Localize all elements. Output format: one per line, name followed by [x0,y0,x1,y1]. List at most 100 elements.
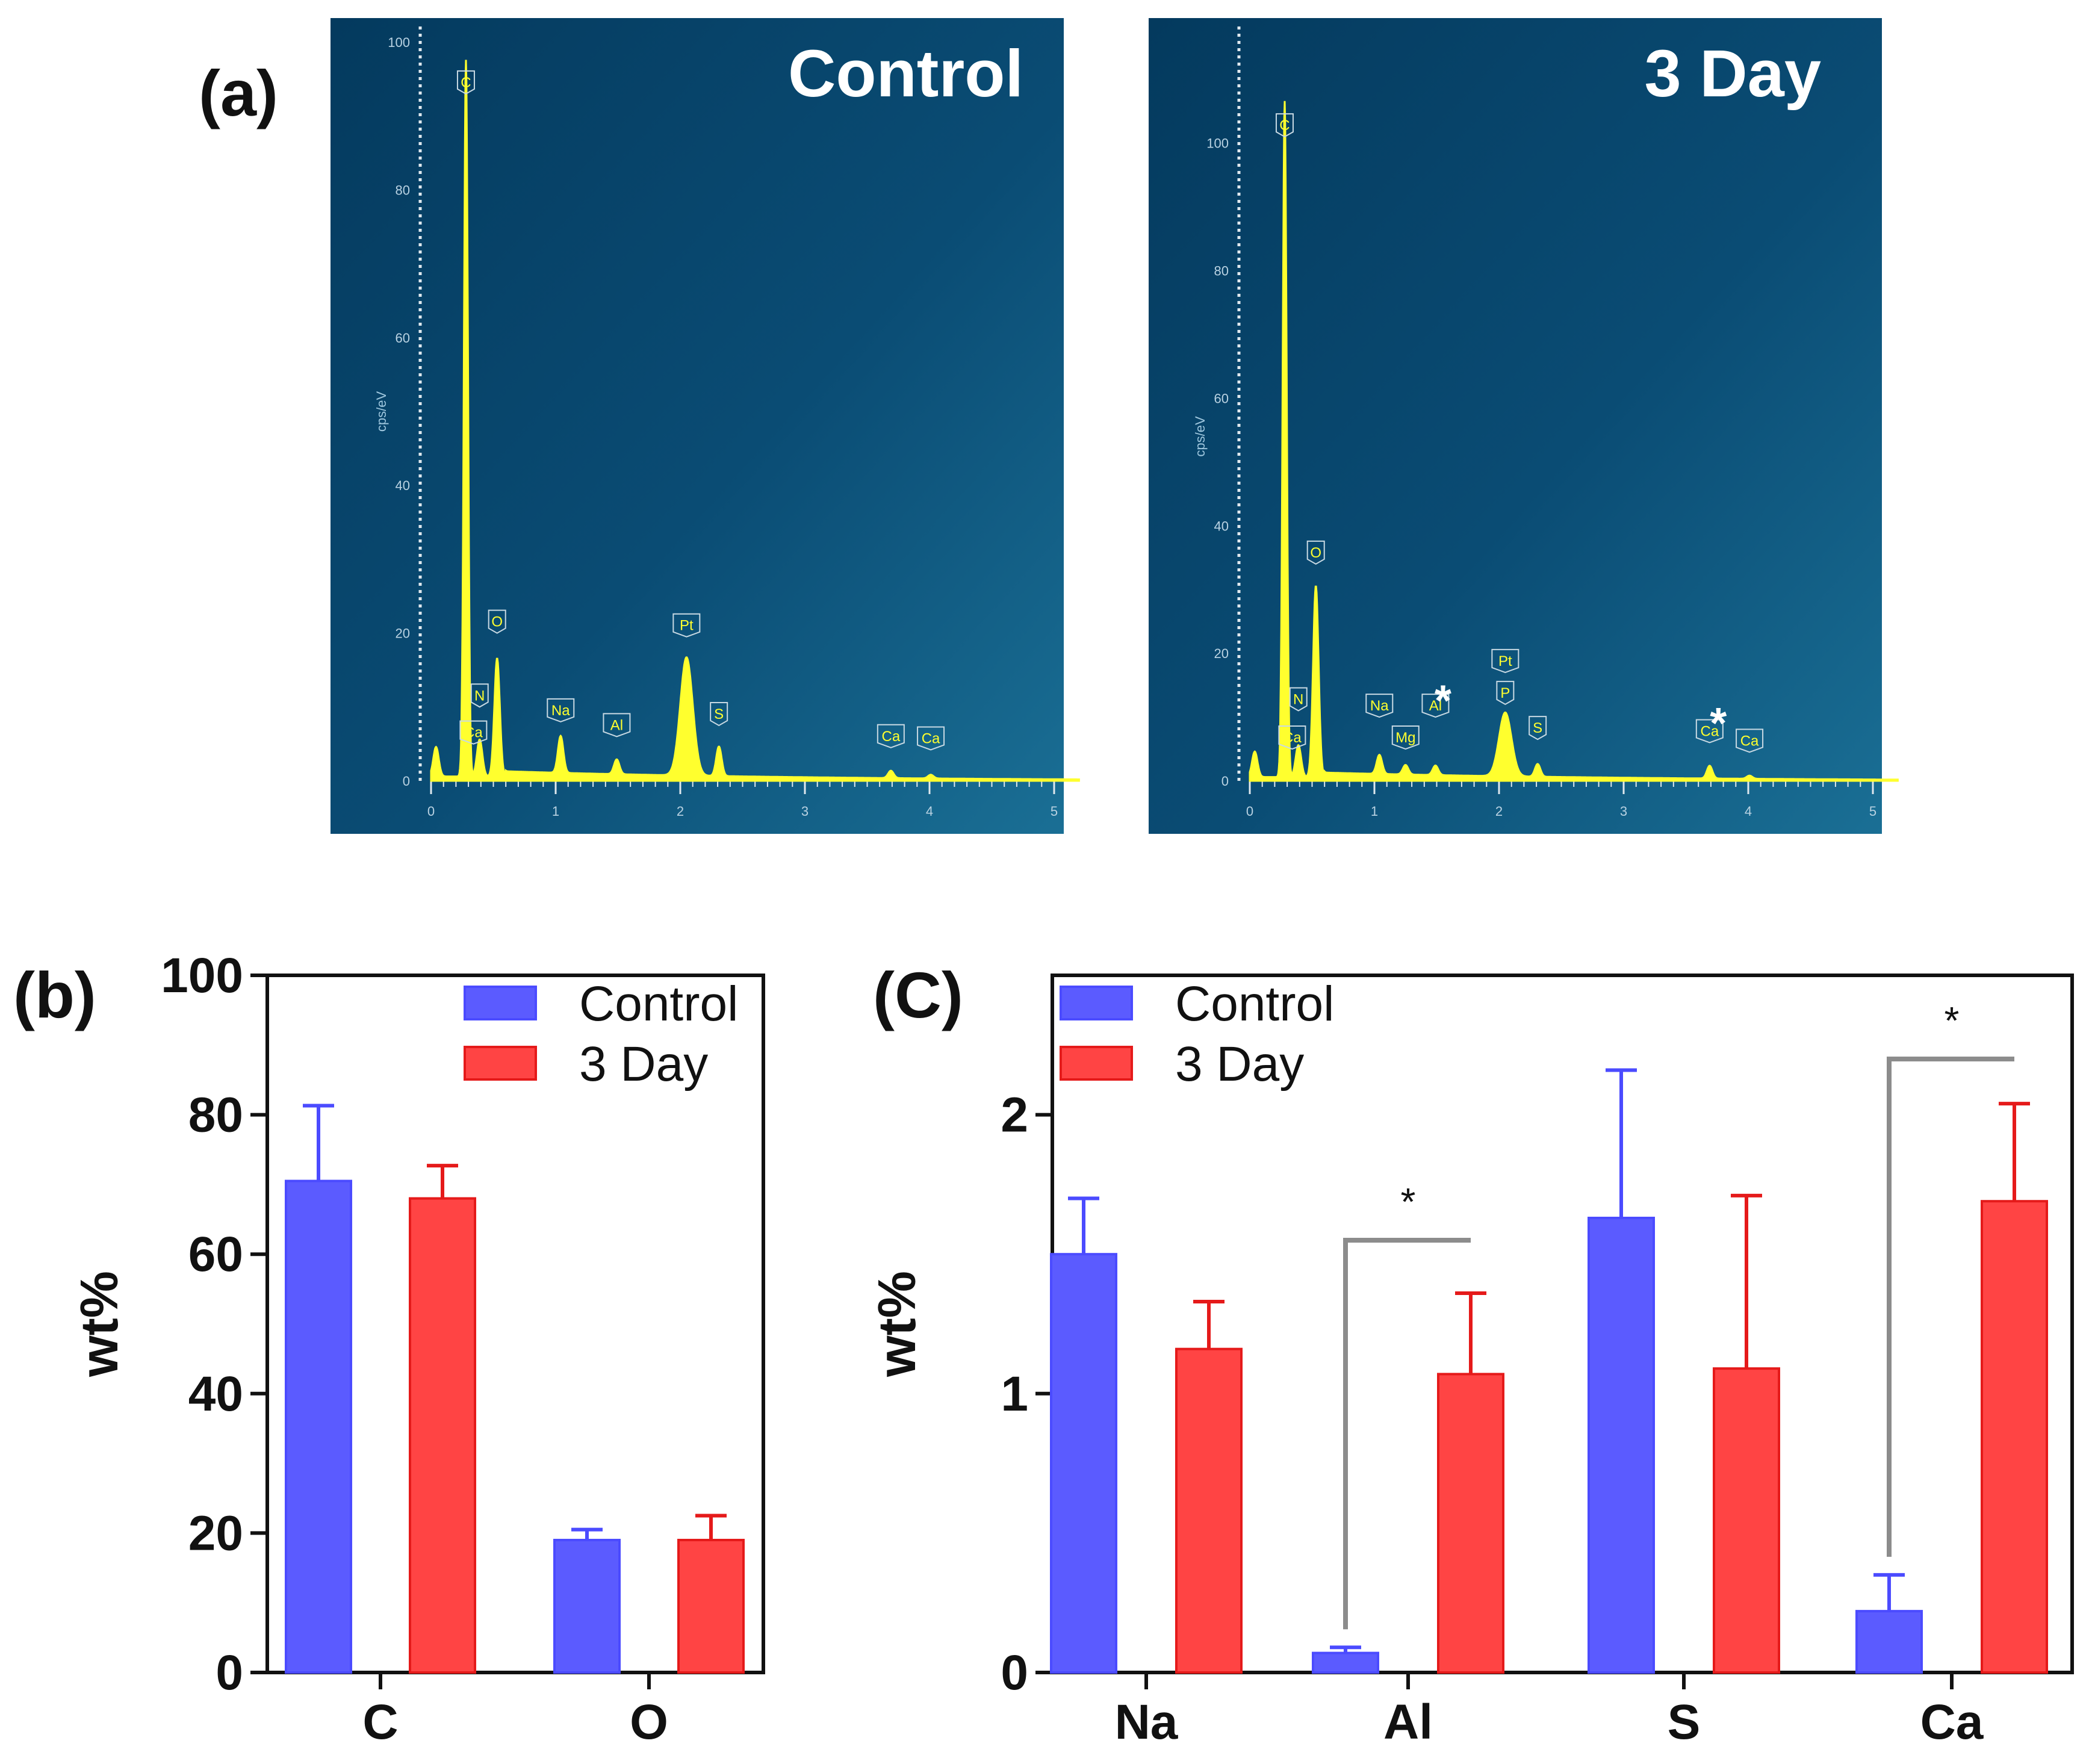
element-tag-box [547,698,575,722]
element-tag-text: N [474,688,485,704]
x-tick-label: 2 [1495,804,1503,819]
significance-bracket [1343,1238,1471,1630]
bar-ca-control [1855,1610,1923,1674]
significance-asterisk: * [1710,700,1727,748]
y-tick-label: 0 [403,774,410,789]
x-tick-label: Na [1115,1695,1179,1750]
element-tag-box [1529,716,1547,741]
x-tick-label: 4 [1745,804,1752,819]
significance-asterisk: * [1435,677,1451,725]
element-tag-text: Ca [464,725,483,741]
element-tag-ca: Ca [1695,719,1724,744]
eds-y-axis-label: cps/eV [374,391,389,432]
eds-title: Control [788,37,1023,111]
element-tag-c: C [1275,113,1294,138]
eds-background [331,18,1064,834]
legend-label: 3 Day [579,1037,708,1092]
element-tag-text: C [1279,117,1290,134]
y-tick-label: 60 [1214,391,1229,406]
element-tag-ca: Ca [1736,728,1764,753]
bar-marks: ** [1050,999,2048,1674]
bar-axes: 0 1 2 Na Al S Ca [1001,974,2074,1750]
element-tag-ca: Ca [917,726,945,751]
legend: Control 3 Day [1060,977,1334,1092]
eds-background [1149,18,1882,834]
element-tag-ca: Ca [877,724,905,748]
element-tag-pt: Pt [1491,648,1519,673]
element-tag-al: Al [603,713,631,738]
bar-na-3day [1175,1347,1243,1674]
element-tag-pt: Pt [672,613,701,638]
element-tag-text: Ca [1740,733,1759,749]
element-tag-text: Na [1370,698,1389,714]
element-tag-box [1275,113,1294,138]
y-tick-label: 80 [396,182,410,197]
legend-swatch [1060,1046,1133,1081]
y-tick-label: 0 [216,1645,243,1700]
eds-element-labels: C Ca N O Na Al Pt S Ca Ca [456,70,945,751]
element-tag-box [603,713,631,738]
element-tag-text: Ca [922,730,940,747]
eds-spectrum-line [1249,101,1899,782]
y-tick-label: 60 [396,331,410,346]
y-tick-label: 100 [1206,136,1229,151]
eds-y-axis-label: cps/eV [1193,416,1208,457]
element-tag-text: Pt [680,618,694,634]
bar-c-control [285,1179,352,1674]
element-tag-text: Ca [1700,723,1719,739]
bar-c-3day [409,1197,476,1674]
element-tag-box [1278,725,1306,750]
x-tick-label: 2 [677,804,684,819]
bar-axes: 0 20 40 60 80 100 C O [161,948,765,1750]
element-tag-box [877,724,905,748]
element-tag-c: C [456,70,475,95]
bar-na-control [1050,1253,1117,1674]
x-tick-label: 4 [926,804,933,819]
element-tag-box [459,720,488,745]
legend-label: Control [1175,977,1334,1031]
x-tick-label: Ca [1920,1695,1984,1750]
legend-swatch [464,1046,537,1081]
element-tag-text: N [1293,691,1303,707]
bar-chart-major-elements: 0 20 40 60 80 100 C O Control 3 Day wt% [69,948,765,1750]
y-tick-label: 100 [161,948,243,1003]
bar-s-3day [1713,1367,1780,1674]
eds-spectrum-line [430,60,1080,782]
element-tag-box [1365,694,1394,718]
element-tag-box [1491,648,1519,673]
element-tag-box [488,609,506,634]
x-tick-label: 1 [552,804,559,819]
element-tag-box [1736,728,1764,753]
element-tag-al: Al [1421,694,1450,718]
x-tick-label: Al [1383,1695,1433,1750]
element-tag-text: Al [1429,698,1442,714]
element-tag-text: S [1533,720,1542,736]
y-tick-label: 2 [1001,1088,1028,1143]
element-tag-text: O [491,614,503,630]
bar-ca-3day [1981,1200,2048,1674]
y-tick-label: 40 [188,1367,243,1421]
x-tick-label: 5 [1869,804,1876,819]
y-axis-label: wt% [69,1271,129,1377]
y-tick-label: 80 [188,1088,243,1143]
y-tick-label: 20 [396,626,410,641]
element-tag-o: O [488,609,506,634]
bar-o-3day [677,1538,745,1674]
element-tag-text: Na [551,703,570,719]
element-tag-text: O [1310,545,1321,561]
eds-title: 3 Day [1644,37,1821,111]
bar-al-3day [1437,1373,1504,1674]
legend-label: 3 Day [1175,1037,1304,1092]
x-tick-label: O [630,1695,668,1750]
significance-asterisk: * [1945,999,1960,1042]
significance-asterisk: * [1401,1180,1416,1223]
y-tick-label: 60 [188,1227,243,1282]
x-tick-label: C [362,1695,398,1750]
y-tick-label: 40 [1214,518,1229,533]
element-tag-box [917,726,945,751]
plot-frame [265,974,765,1674]
x-tick-label: 1 [1371,804,1378,819]
